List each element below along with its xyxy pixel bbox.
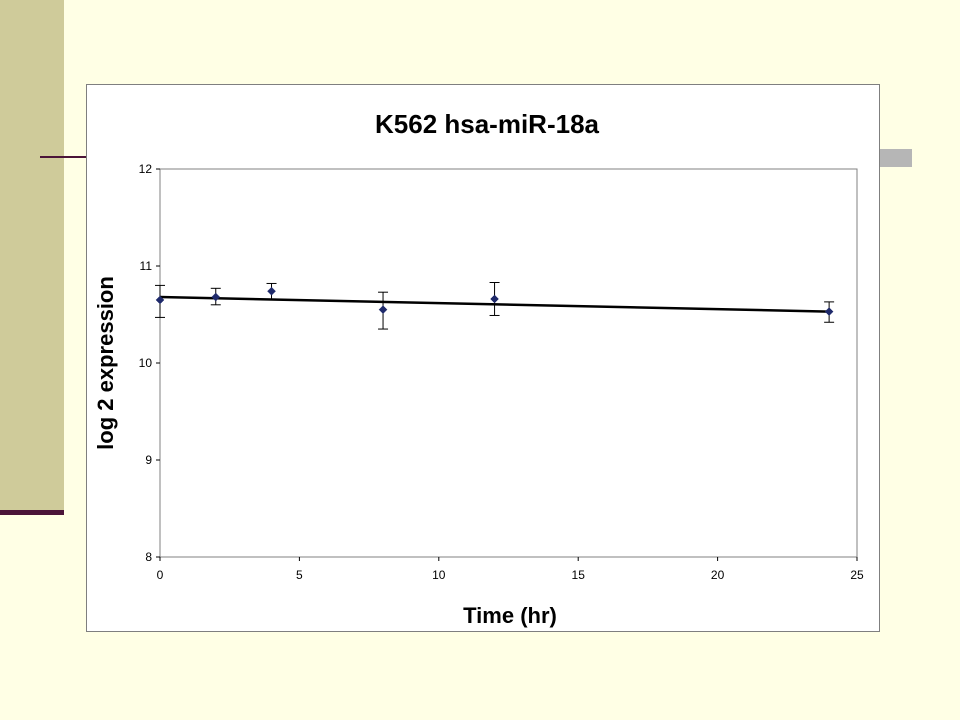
x-tick-label: 5 bbox=[296, 568, 303, 582]
y-tick-label: 11 bbox=[140, 259, 153, 273]
chart-svg: K562 hsa-miR-18a 8 9 10 11 12 0 5 10 15 20 25 Time… bbox=[93, 109, 864, 628]
plot-area bbox=[159, 168, 858, 558]
slide-title-rule-accent bbox=[880, 149, 912, 167]
slide-side-rule bbox=[0, 510, 64, 515]
slide-side-band bbox=[0, 0, 64, 512]
data-point bbox=[490, 294, 499, 304]
y-tick-label: 8 bbox=[145, 550, 152, 564]
y-tick-label: 12 bbox=[139, 162, 153, 176]
data-marks bbox=[155, 281, 835, 330]
axis-ticks: 8 9 10 11 12 0 5 10 15 20 25 bbox=[139, 162, 864, 582]
x-tick-label: 15 bbox=[572, 568, 586, 582]
data-point bbox=[155, 295, 165, 305]
x-tick-label: 10 bbox=[432, 568, 446, 582]
chart-title: K562 hsa-miR-18a bbox=[375, 109, 600, 139]
data-point bbox=[211, 292, 221, 302]
y-axis-label: log 2 expression bbox=[93, 276, 118, 450]
data-point bbox=[824, 307, 834, 316]
data-point bbox=[378, 305, 388, 315]
x-axis-label: Time (hr) bbox=[463, 603, 557, 628]
data-point bbox=[267, 286, 276, 296]
x-tick-label: 20 bbox=[711, 568, 725, 582]
y-tick-label: 9 bbox=[145, 453, 152, 467]
chart-area: K562 hsa-miR-18a 8 9 10 11 12 0 5 10 15 20 25 Time… bbox=[86, 84, 880, 632]
y-tick-label: 10 bbox=[139, 356, 153, 370]
x-tick-label: 25 bbox=[850, 568, 864, 582]
x-tick-label: 0 bbox=[157, 568, 164, 582]
